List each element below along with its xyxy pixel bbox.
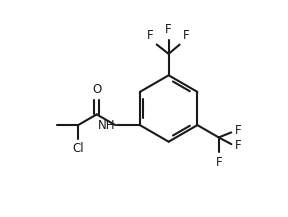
- Text: Cl: Cl: [72, 142, 84, 155]
- Text: F: F: [235, 140, 241, 153]
- Text: F: F: [235, 125, 241, 138]
- Text: F: F: [147, 29, 154, 42]
- Text: O: O: [92, 83, 101, 96]
- Text: NH: NH: [98, 119, 115, 132]
- Text: F: F: [183, 29, 189, 42]
- Text: F: F: [165, 23, 172, 36]
- Text: F: F: [215, 156, 222, 169]
